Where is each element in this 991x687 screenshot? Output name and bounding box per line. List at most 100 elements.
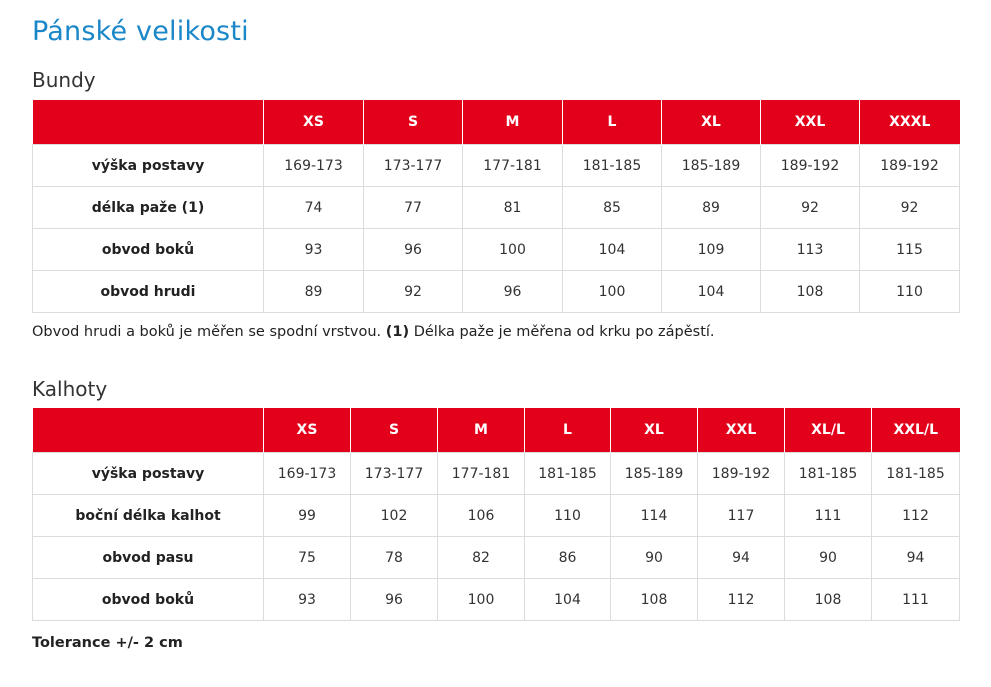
header-cell-s: S <box>350 408 438 453</box>
table-cell: 185-189 <box>610 452 698 495</box>
table-cell: 78 <box>350 536 438 579</box>
table-cell: 173-177 <box>363 144 463 187</box>
table-cell: 104 <box>661 270 761 313</box>
table-cell: 173-177 <box>350 452 438 495</box>
note-text: Obvod hrudi a boků je měřen se spodní vr… <box>32 324 382 340</box>
size-table-kalhoty: XS S M L XL XXL XL/L XXL/L výška postavy… <box>32 408 960 621</box>
table-row: délka paže (1) 74 77 81 85 89 92 92 <box>32 186 960 229</box>
table-cell: 169-173 <box>263 452 351 495</box>
table-cell: 110 <box>859 270 960 313</box>
note-text: Délka paže je měřena od krku po zápěstí. <box>413 324 715 340</box>
table-cell: 106 <box>437 494 525 537</box>
table-cell: 181-185 <box>562 144 662 187</box>
table-cell: 90 <box>610 536 698 579</box>
table-cell: 108 <box>610 578 698 621</box>
size-table-bundy: XS S M L XL XXL XXXL výška postavy 169-1… <box>32 100 960 313</box>
table-cell: 92 <box>859 186 960 229</box>
table-cell: 114 <box>610 494 698 537</box>
table-cell: 85 <box>562 186 662 229</box>
table-cell: 100 <box>562 270 662 313</box>
header-cell-xxl: XXL <box>760 100 860 145</box>
header-cell-xs: XS <box>263 408 351 453</box>
table-cell: 102 <box>350 494 438 537</box>
table-cell: 185-189 <box>661 144 761 187</box>
table-row: obvod hrudi 89 92 96 100 104 108 110 <box>32 270 960 313</box>
page-title: Pánské velikosti <box>32 16 249 47</box>
table-cell: 75 <box>263 536 351 579</box>
table-cell: 86 <box>524 536 611 579</box>
table-cell: 104 <box>562 228 662 271</box>
table-cell: 81 <box>462 186 563 229</box>
row-label: délka paže (1) <box>32 186 264 229</box>
table-row: výška postavy 169-173 173-177 177-181 18… <box>32 452 960 495</box>
tolerance-text: Tolerance +/- 2 cm <box>32 635 183 651</box>
tolerance-note: Tolerance +/- 2 cm <box>32 635 183 651</box>
table-cell: 189-192 <box>697 452 785 495</box>
header-cell-l: L <box>524 408 611 453</box>
table-cell: 181-185 <box>784 452 872 495</box>
table-cell: 89 <box>661 186 761 229</box>
table-cell: 89 <box>263 270 364 313</box>
header-cell-s: S <box>363 100 463 145</box>
table-row: obvod boků 93 96 100 104 108 112 108 111 <box>32 578 960 621</box>
table-cell: 169-173 <box>263 144 364 187</box>
table-cell: 74 <box>263 186 364 229</box>
table-cell: 112 <box>871 494 960 537</box>
row-label: výška postavy <box>32 144 264 187</box>
table-cell: 77 <box>363 186 463 229</box>
table-cell: 100 <box>462 228 563 271</box>
header-cell-empty <box>32 408 264 453</box>
table-cell: 93 <box>263 228 364 271</box>
header-cell-xl-l: XL/L <box>784 408 872 453</box>
header-cell-xl: XL <box>610 408 698 453</box>
header-cell-xxl-l: XXL/L <box>871 408 960 453</box>
table-row: výška postavy 169-173 173-177 177-181 18… <box>32 144 960 187</box>
section-title-bundy: Bundy <box>32 68 96 92</box>
header-cell-xl: XL <box>661 100 761 145</box>
table-cell: 100 <box>437 578 525 621</box>
header-cell-xxxl: XXXL <box>859 100 960 145</box>
table-cell: 115 <box>859 228 960 271</box>
table-cell: 90 <box>784 536 872 579</box>
table-cell: 94 <box>871 536 960 579</box>
table-cell: 108 <box>784 578 872 621</box>
row-label: výška postavy <box>32 452 264 495</box>
header-cell-xxl: XXL <box>697 408 785 453</box>
note-footnote-marker: (1) <box>385 324 410 340</box>
table-cell: 117 <box>697 494 785 537</box>
row-label: obvod pasu <box>32 536 264 579</box>
table-cell: 177-181 <box>437 452 525 495</box>
table-cell: 177-181 <box>462 144 563 187</box>
table-cell: 110 <box>524 494 611 537</box>
table-cell: 82 <box>437 536 525 579</box>
row-label: obvod boků <box>32 228 264 271</box>
row-label: obvod hrudi <box>32 270 264 313</box>
row-label: boční délka kalhot <box>32 494 264 537</box>
table-cell: 93 <box>263 578 351 621</box>
row-label: obvod boků <box>32 578 264 621</box>
table-header-row: XS S M L XL XXL XXXL <box>32 100 960 145</box>
header-cell-m: M <box>437 408 525 453</box>
table-cell: 94 <box>697 536 785 579</box>
table-cell: 96 <box>462 270 563 313</box>
header-cell-l: L <box>562 100 662 145</box>
bundy-note: Obvod hrudi a boků je měřen se spodní vr… <box>32 324 715 340</box>
section-title-kalhoty: Kalhoty <box>32 377 108 401</box>
table-cell: 189-192 <box>760 144 860 187</box>
table-cell: 181-185 <box>524 452 611 495</box>
table-cell: 96 <box>350 578 438 621</box>
table-cell: 109 <box>661 228 761 271</box>
header-cell-xs: XS <box>263 100 364 145</box>
table-cell: 189-192 <box>859 144 960 187</box>
table-cell: 92 <box>760 186 860 229</box>
table-header-row: XS S M L XL XXL XL/L XXL/L <box>32 408 960 453</box>
table-row: obvod pasu 75 78 82 86 90 94 90 94 <box>32 536 960 579</box>
table-cell: 113 <box>760 228 860 271</box>
table-cell: 111 <box>784 494 872 537</box>
table-cell: 96 <box>363 228 463 271</box>
table-cell: 92 <box>363 270 463 313</box>
table-cell: 104 <box>524 578 611 621</box>
table-cell: 99 <box>263 494 351 537</box>
header-cell-m: M <box>462 100 563 145</box>
table-row: boční délka kalhot 99 102 106 110 114 11… <box>32 494 960 537</box>
